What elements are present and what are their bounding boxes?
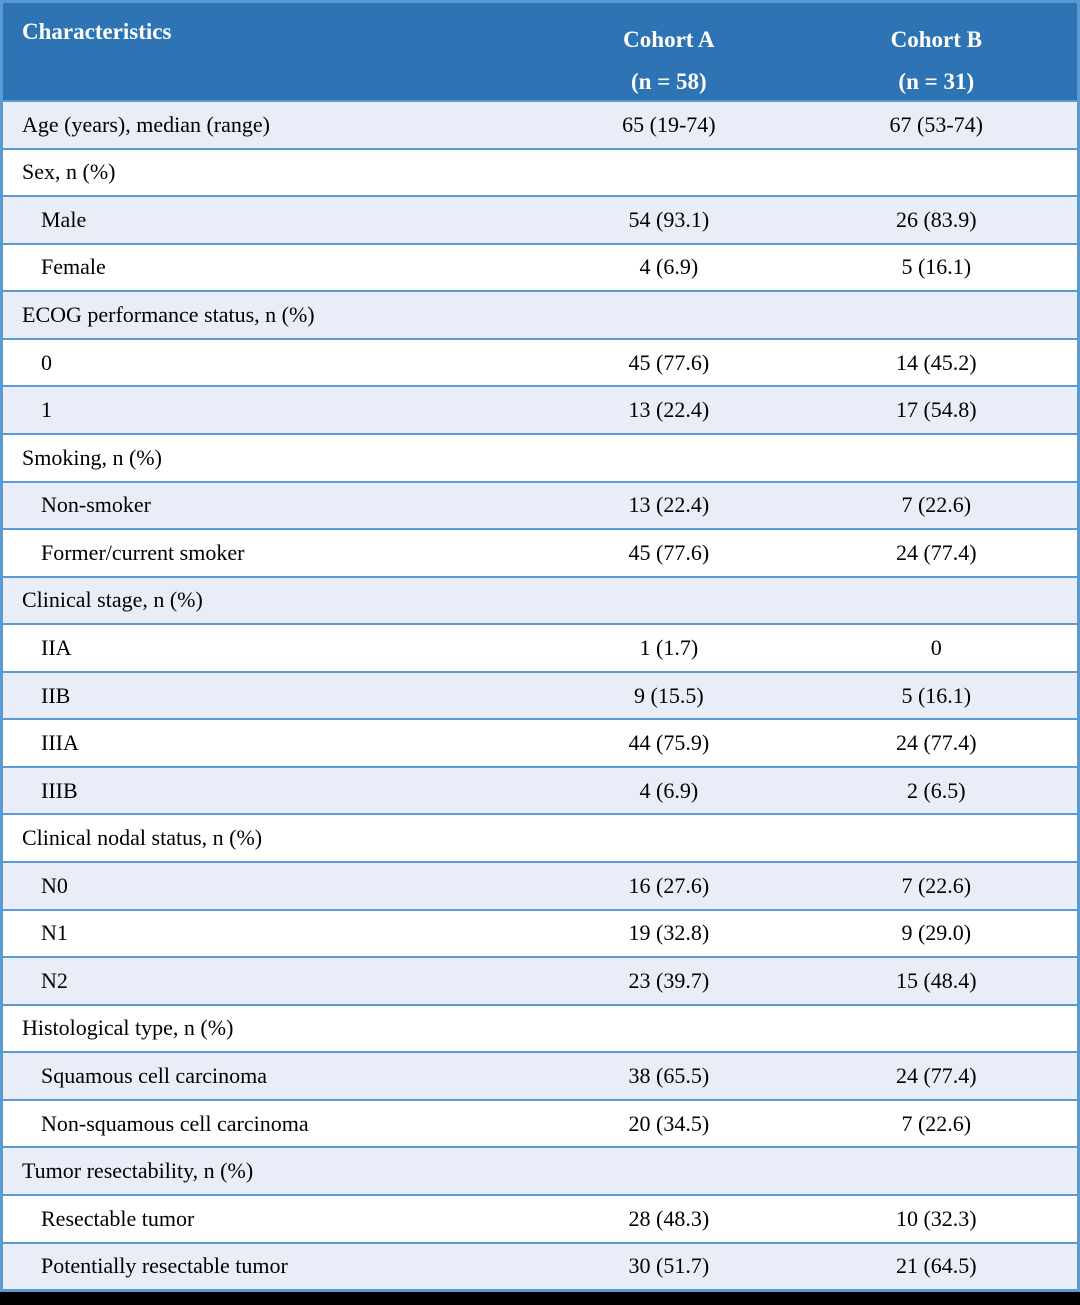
row-label: Tumor resectability, n (%): [22, 1158, 254, 1184]
cohort-b-value: 10 (32.3): [895, 1205, 977, 1231]
cohort-a-value: 13 (22.4): [628, 492, 710, 518]
cohort-a-value: 54 (93.1): [628, 206, 710, 232]
header-characteristics: Characteristics: [22, 19, 172, 44]
row-label: N1: [41, 920, 68, 946]
cohort-a-value: 20 (34.5): [628, 1110, 710, 1136]
row-label: Sex, n (%): [22, 159, 116, 185]
row-label: IIIA: [41, 730, 79, 756]
table-row: IIA 1 (1.7) 0: [3, 623, 1077, 671]
cohort-a-value: 19 (32.8): [628, 920, 710, 946]
row-label: Smoking, n (%): [22, 444, 162, 470]
header-cohort-a-name: Cohort A: [623, 27, 715, 52]
row-label: 1: [41, 397, 52, 423]
cohort-b-value: 7 (22.6): [901, 872, 972, 898]
row-label: Male: [41, 206, 87, 232]
cohort-b-value: 24 (77.4): [895, 730, 977, 756]
row-label: ECOG performance status, n (%): [22, 302, 315, 328]
cohort-a-value: 65 (19-74): [622, 111, 716, 137]
cohort-a-value: 4 (6.9): [639, 777, 699, 803]
table-row: N1 19 (32.8) 9 (29.0): [3, 908, 1077, 957]
table-header-row: Characteristics Cohort A (n = 58) Cohort…: [3, 3, 1077, 100]
table-row: Former/current smoker 45 (77.6) 24 (77.4…: [3, 528, 1077, 576]
table-row: 1 13 (22.4) 17 (54.8): [3, 385, 1077, 433]
header-cohort-a-n: (n = 58): [631, 69, 707, 94]
table-row: Clinical stage, n (%): [3, 575, 1077, 624]
header-cohort-a: Cohort A (n = 58): [542, 3, 795, 100]
row-label: Non-smoker: [41, 492, 151, 518]
row-label: Age (years), median (range): [22, 111, 270, 137]
bottom-edge-bar: [0, 1292, 1080, 1305]
table-row: N2 23 (39.7) 15 (48.4): [3, 956, 1077, 1004]
cohort-a-value: 4 (6.9): [639, 254, 699, 280]
row-label: N2: [41, 967, 68, 993]
cohort-b-value: 26 (83.9): [895, 206, 977, 232]
table-row: Potentially resectable tumor 30 (51.7) 2…: [3, 1241, 1077, 1290]
cohort-b-value: 17 (54.8): [895, 397, 977, 423]
row-label: IIIB: [41, 777, 78, 803]
table-row: IIIA 44 (75.9) 24 (77.4): [3, 718, 1077, 766]
cohort-b-value: 15 (48.4): [895, 967, 977, 993]
cohort-b-value: 2 (6.5): [906, 777, 966, 803]
cohort-b-value: 5 (16.1): [901, 254, 972, 280]
cohort-b-value: 7 (22.6): [901, 1110, 972, 1136]
table-row: N0 16 (27.6) 7 (22.6): [3, 861, 1077, 909]
table-row: Non-squamous cell carcinoma 20 (34.5) 7 …: [3, 1098, 1077, 1147]
header-cohort-b-n: (n = 31): [898, 69, 975, 94]
row-label: Female: [41, 254, 106, 280]
row-label: Histological type, n (%): [22, 1015, 234, 1041]
table-row: Sex, n (%): [3, 147, 1077, 196]
cohort-a-value: 28 (48.3): [628, 1205, 710, 1231]
row-label: IIB: [41, 682, 71, 708]
row-label: N0: [41, 872, 68, 898]
table-row: ECOG performance status, n (%): [3, 290, 1077, 338]
row-label: Resectable tumor: [41, 1205, 195, 1231]
row-label: 0: [41, 349, 52, 375]
row-label: Former/current smoker: [41, 539, 245, 565]
table-row: 0 45 (77.6) 14 (45.2): [3, 337, 1077, 386]
table-row: Squamous cell carcinoma 38 (65.5) 24 (77…: [3, 1051, 1077, 1099]
cohort-a-value: 44 (75.9): [628, 730, 710, 756]
cohort-b-value: 67 (53-74): [889, 111, 984, 137]
table-row: Age (years), median (range) 65 (19-74) 6…: [3, 100, 1077, 148]
table-row: Tumor resectability, n (%): [3, 1146, 1077, 1194]
cohort-a-value: 30 (51.7): [628, 1253, 710, 1279]
cohort-b-value: 7 (22.6): [901, 492, 972, 518]
cohort-a-value: 23 (39.7): [628, 967, 710, 993]
cohort-b-value: 21 (64.5): [895, 1253, 977, 1279]
cohort-b-value: 24 (77.4): [895, 1063, 977, 1089]
table-row: Female 4 (6.9) 5 (16.1): [3, 242, 1077, 291]
cohort-a-value: 13 (22.4): [628, 397, 710, 423]
row-label: Non-squamous cell carcinoma: [41, 1110, 309, 1136]
row-label: Squamous cell carcinoma: [41, 1063, 268, 1089]
table-row: Clinical nodal status, n (%): [3, 813, 1077, 861]
cohort-b-value: 0: [930, 634, 942, 660]
cohort-a-value: 16 (27.6): [628, 872, 710, 898]
cohort-a-value: 38 (65.5): [628, 1063, 710, 1089]
row-label: Potentially resectable tumor: [41, 1253, 288, 1279]
table-row: Resectable tumor 28 (48.3) 10 (32.3): [3, 1193, 1077, 1242]
table-row: Non-smoker 13 (22.4) 7 (22.6): [3, 480, 1077, 529]
row-label: Clinical stage, n (%): [22, 587, 203, 613]
cohort-b-value: 24 (77.4): [895, 539, 977, 565]
table-row: Histological type, n (%): [3, 1003, 1077, 1052]
cohort-b-value: 9 (29.0): [901, 920, 972, 946]
cohort-a-value: 45 (77.6): [628, 349, 710, 375]
cohort-b-value: 14 (45.2): [895, 349, 977, 375]
cohort-a-value: 1 (1.7): [639, 634, 699, 660]
header-cohort-b-name: Cohort B: [890, 27, 982, 52]
cohort-a-value: 9 (15.5): [634, 682, 704, 708]
header-cohort-b: Cohort B (n = 31): [796, 3, 1077, 100]
table-row: IIB 9 (15.5) 5 (16.1): [3, 670, 1077, 719]
table-row: Male 54 (93.1) 26 (83.9): [3, 195, 1077, 243]
row-label: IIA: [41, 634, 72, 660]
cohort-a-value: 45 (77.6): [628, 539, 710, 565]
row-label: Clinical nodal status, n (%): [22, 825, 263, 851]
cohort-b-value: 5 (16.1): [901, 682, 972, 708]
table-row: IIIB 4 (6.9) 2 (6.5): [3, 765, 1077, 814]
table-row: Smoking, n (%): [3, 432, 1077, 481]
